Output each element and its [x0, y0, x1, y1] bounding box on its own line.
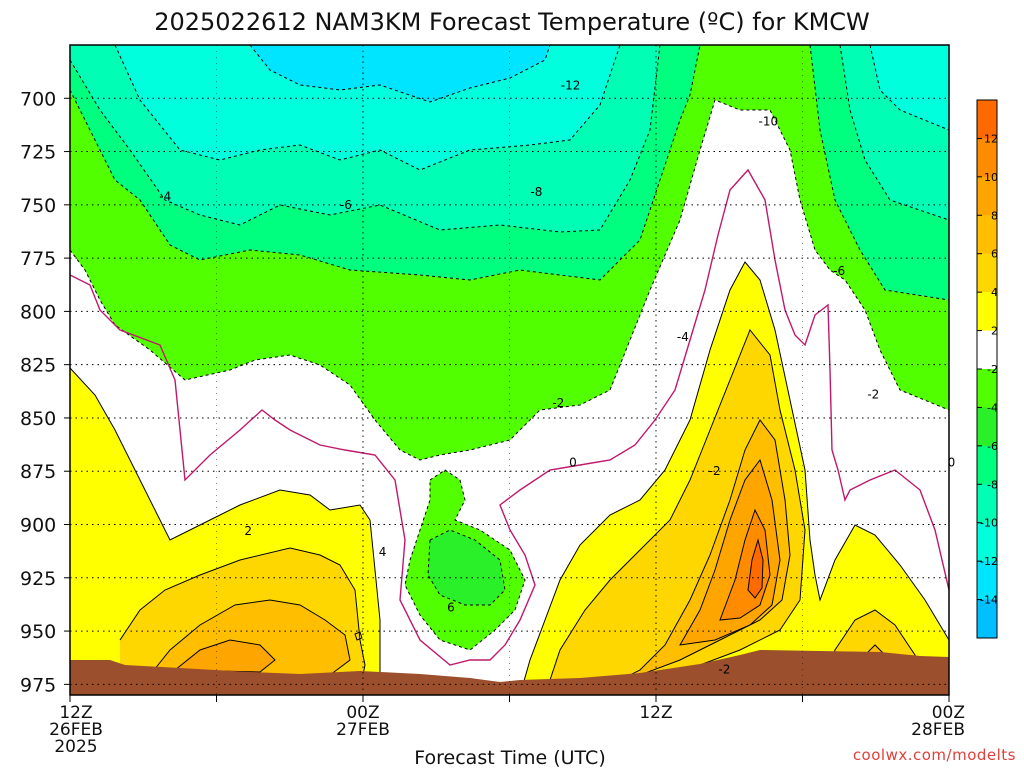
warm-contours [70, 261, 949, 695]
colorbar-swatch [977, 100, 997, 139]
colorbar-label: 2 [991, 325, 998, 338]
contour-label: -12 [561, 78, 581, 92]
colorbar-swatch [977, 445, 997, 485]
y-tick-label: 950 [20, 621, 56, 643]
colorbar-label: -14 [980, 594, 998, 607]
colorbar-swatch [977, 484, 997, 524]
cold-pocket-core [428, 530, 505, 605]
x-axis: 12Z26FEB202500Z27FEB12Z00Z28FEB12Z00Z1MA… [49, 695, 965, 757]
x-tick-label: 2025 [54, 737, 97, 757]
x-tick-label: 28FEB [911, 720, 965, 740]
contour-label: -4 [677, 330, 689, 344]
x-tick-label: 12Z [59, 703, 92, 723]
colorbar-label: -2 [987, 363, 998, 376]
x-tick-label: 00Z [932, 703, 965, 723]
y-tick-label: 875 [20, 461, 56, 483]
y-tick-label: 725 [20, 142, 56, 164]
contour-label: 0 [948, 456, 956, 470]
contour-labels: -12-10-8-6-6-4-4-2-2-2-2-2000222446 [159, 78, 956, 676]
y-tick-label: 750 [20, 195, 56, 217]
contour-label: 4 [379, 545, 387, 559]
y-tick-label: 775 [20, 248, 56, 270]
colorbar-swatch [977, 330, 997, 370]
colorbar-label: -12 [980, 555, 998, 568]
temperature-band-minus10-right [870, 45, 949, 130]
contour-label: -4 [159, 189, 171, 203]
colorbar-label: -10 [980, 517, 998, 530]
y-tick-label: 900 [20, 515, 56, 537]
colorbar-label: 6 [991, 248, 998, 261]
y-tick-label: 925 [20, 568, 56, 590]
colorbar-swatch [977, 292, 997, 332]
temperature-band-12-right [748, 540, 763, 598]
freezing-contour [70, 168, 949, 666]
contour-label: -8 [530, 185, 542, 199]
colorbar-swatch [977, 522, 997, 562]
y-axis: 700 725 750 775 800 825 850 875 900 925 950 975 [20, 88, 70, 696]
colorbar: 12 10 8 6 4 2 -2 -4 -6 -8 -10 -12 -14 [976, 99, 998, 639]
contour-label: -2 [709, 464, 721, 478]
colorbar-label: -6 [987, 440, 998, 453]
contour-label: -2 [718, 662, 730, 676]
contour-label: -2 [552, 396, 564, 410]
colorbar-label: 12 [984, 132, 998, 145]
contour-label: 6 [447, 601, 455, 615]
colorbar-swatch [977, 599, 997, 639]
contour-label: 2 [244, 524, 252, 538]
colorbar-swatch [977, 176, 997, 216]
x-axis-title: Forecast Time (UTC) [414, 747, 605, 768]
contour-label: -6 [340, 198, 352, 212]
y-tick-label: 825 [20, 355, 56, 377]
chart-title: 2025022612 NAM3KM Forecast Temperature (… [154, 8, 870, 36]
temperature-band-8-left [175, 640, 275, 672]
contour-label: -6 [833, 264, 845, 278]
colorbar-label: 8 [991, 209, 998, 222]
plot-area [70, 45, 949, 695]
contour-label: 0 [569, 456, 577, 470]
watermark: coolwx.com/modelts [853, 746, 1016, 764]
x-tick-label: 12Z [639, 703, 672, 723]
colorbar-swatch [977, 369, 997, 408]
y-tick-label: 800 [20, 301, 56, 323]
colorbar-swatch [977, 253, 997, 293]
colorbar-label: -8 [987, 478, 998, 491]
terrain-surface [70, 650, 949, 695]
colorbar-swatch [977, 138, 997, 178]
colorbar-swatch [977, 561, 997, 601]
y-tick-label: 850 [20, 408, 56, 430]
colorbar-label: 4 [991, 286, 998, 299]
colorbar-swatch [977, 407, 997, 447]
colorbar-label: -4 [987, 401, 998, 414]
colorbar-label: 10 [984, 171, 998, 184]
contour-label: -10 [759, 115, 779, 129]
y-tick-label: 975 [20, 674, 56, 696]
colorbar-swatch [977, 215, 997, 255]
x-tick-label: 26FEB [49, 720, 103, 740]
contour-label: -2 [867, 388, 879, 402]
x-tick-label: 27FEB [336, 720, 390, 740]
grid-lines [70, 45, 949, 695]
y-tick-label: 700 [20, 88, 56, 110]
x-tick-label: 00Z [346, 703, 379, 723]
